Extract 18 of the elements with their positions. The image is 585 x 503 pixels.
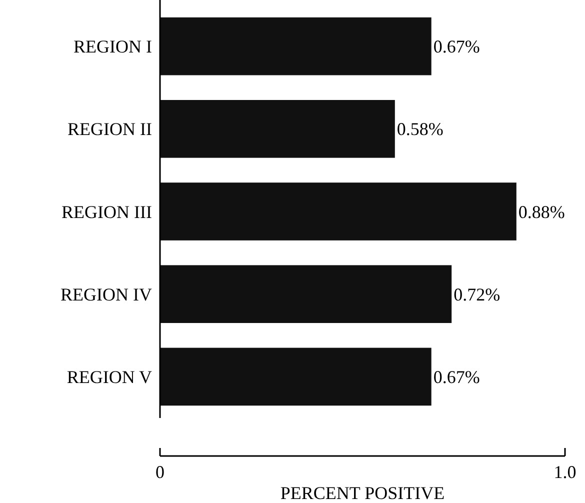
bar [160,17,432,76]
x-tick-label: 0 [156,462,164,482]
y-tick-label: REGION I [74,36,152,57]
x-axis-title: PERCENT POSITIVE [280,483,445,503]
bar [160,100,395,158]
data-label: 0.67% [433,367,480,387]
data-label: 0.67% [433,36,480,57]
y-tick-label: REGION III [62,202,152,222]
y-tick-label: REGION II [68,119,152,140]
bar [160,348,432,406]
x-tick-label: 1.0 [554,462,576,482]
data-label: 0.58% [396,119,444,140]
data-label: 0.72% [454,284,500,304]
y-tick-label: REGION IV [60,284,152,304]
bar [160,182,516,240]
bar [160,265,452,324]
data-label: 0.88% [518,202,565,222]
y-tick-label: REGION V [66,367,152,387]
